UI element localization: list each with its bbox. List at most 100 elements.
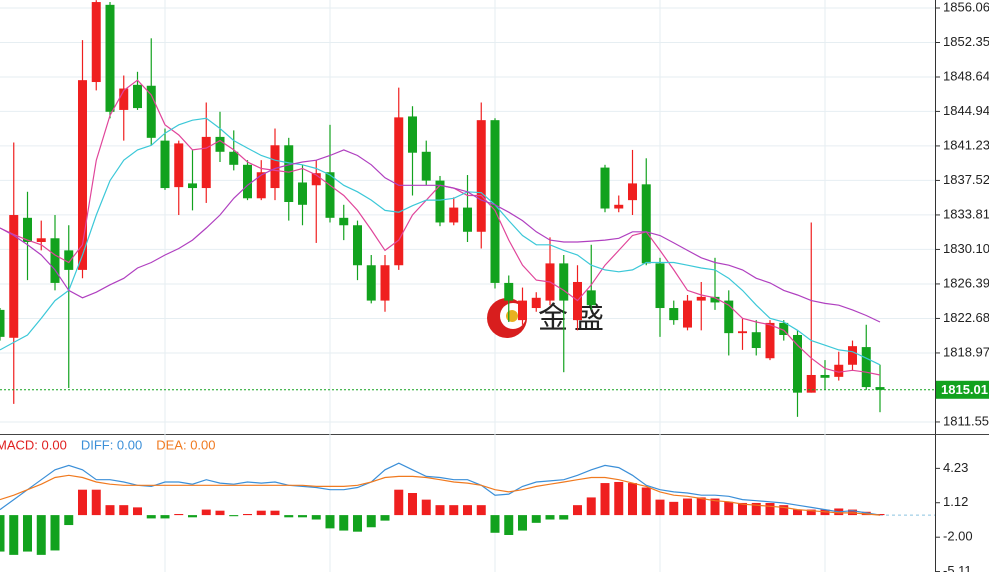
candle-body [366, 265, 376, 301]
y-tick-label: 4.23 [943, 460, 968, 475]
candle-body [298, 182, 307, 205]
candle-body [256, 172, 266, 199]
macd-bar [394, 489, 404, 516]
ma-line [0, 117, 881, 366]
macd-bar [298, 515, 307, 518]
candle-body [476, 120, 486, 232]
candle-body [793, 334, 802, 393]
candle-body [105, 4, 115, 112]
last-price-box [936, 380, 989, 399]
candle-body [834, 364, 844, 377]
macd-bar [215, 510, 225, 516]
y-tick-label: 1841.23 [943, 137, 989, 152]
legend-entry: DEA: 0.00 [156, 437, 215, 452]
candle-body [449, 207, 459, 223]
macd-bar [284, 515, 294, 518]
candle-body [696, 296, 706, 301]
candle-body [641, 184, 651, 264]
macd-bar [36, 515, 46, 555]
macd-bar [408, 493, 417, 516]
macd-bar [476, 505, 486, 516]
candle-body [243, 164, 252, 199]
candle-body [339, 217, 349, 226]
y-tick-label: 1818.97 [943, 344, 989, 359]
macd-bar [229, 515, 239, 517]
macd-bar [270, 510, 280, 516]
candle-body [875, 387, 885, 390]
macd-bar [380, 515, 390, 521]
macd-line [0, 462, 881, 516]
legend-entry: DIFF: 0.00 [81, 437, 142, 452]
macd-bar [160, 515, 170, 519]
candle-body [421, 151, 431, 181]
macd-bar [738, 502, 747, 516]
candle-body [861, 347, 871, 388]
macd-bar [366, 515, 376, 528]
macd-bar [201, 509, 211, 516]
last-price-label: 1815.01 [941, 382, 988, 397]
candle-body [394, 117, 404, 266]
macd-bar [449, 505, 459, 516]
watermark-logo-dot [506, 310, 518, 322]
macd-bar [463, 505, 472, 516]
y-tick-label: 1822.68 [943, 310, 989, 325]
candle-body [23, 217, 32, 242]
y-tick-label: 1844.94 [943, 103, 989, 118]
candle-body [490, 120, 500, 283]
candle-body [146, 85, 156, 138]
candle-body [848, 346, 857, 365]
y-tick-label: -2.00 [943, 529, 973, 544]
candle-body [408, 116, 417, 153]
candle-body [751, 332, 761, 349]
macd-bar [669, 501, 679, 516]
candle-body [710, 296, 720, 303]
candle-body [586, 290, 596, 306]
macd-bar [793, 509, 802, 516]
candle-body [669, 308, 679, 321]
candle-body [380, 265, 390, 301]
candle-body [820, 374, 830, 378]
legend-entry: MACD: 0.00 [0, 437, 67, 452]
macd-bar [64, 515, 74, 526]
macd-bar [146, 515, 156, 519]
macd-bar [545, 515, 555, 520]
macd-bar [559, 515, 569, 520]
macd-bar [724, 501, 734, 516]
y-tick-label: 1833.81 [943, 206, 989, 221]
macd-bar [91, 489, 101, 516]
macd-bar [586, 497, 596, 516]
candle-body [531, 297, 541, 309]
candle-body [0, 309, 5, 337]
candle-body [50, 238, 60, 283]
watermark: 金盛 [538, 302, 610, 335]
macd-bar [710, 498, 720, 516]
y-tick-label: 1826.39 [943, 275, 989, 290]
candle-body [614, 204, 624, 209]
macd-bar [751, 502, 761, 516]
candle-body [779, 322, 789, 335]
macd-bar [490, 515, 500, 533]
candle-body [36, 238, 46, 242]
macd-bar [531, 515, 541, 523]
candle-body [174, 143, 184, 188]
macd-bar [353, 515, 362, 532]
candle-body [119, 88, 129, 110]
y-tick-label: 1.12 [943, 494, 968, 509]
macd-bar [0, 515, 5, 552]
y-tick-label: 1837.52 [943, 172, 989, 187]
candle-body [724, 300, 734, 334]
macd-bar [133, 507, 142, 516]
macd-bar [23, 515, 32, 552]
candle-body [765, 322, 775, 359]
candle-body [738, 331, 747, 334]
candle-body [435, 180, 445, 223]
candle-body [311, 173, 321, 186]
y-tick-label: 1848.64 [943, 68, 989, 83]
macd-bar [421, 499, 431, 516]
candle-body [683, 300, 692, 328]
candle-body [160, 140, 170, 189]
candle-body [188, 183, 197, 189]
macd-bar [50, 515, 60, 551]
